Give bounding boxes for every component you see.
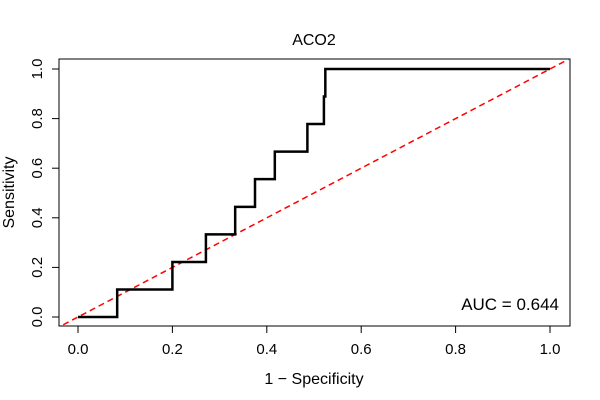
reference-diagonal-line: [59, 59, 570, 326]
y-tick-label: 0.4: [29, 207, 46, 228]
y-tick-label: 0.8: [29, 108, 46, 129]
x-tick-label: 0.6: [351, 341, 372, 358]
x-axis-label: 1 − Specificity: [264, 371, 363, 388]
auc-annotation: AUC = 0.644: [461, 295, 559, 314]
x-tick-label: 1.0: [540, 341, 561, 358]
x-axis: 0.0 0.2 0.4 0.6 0.8 1.0: [68, 325, 561, 358]
y-tick-label: 0.6: [29, 158, 46, 179]
chart-title: ACO2: [292, 32, 336, 49]
x-tick-label: 0.0: [68, 341, 89, 358]
x-tick-label: 0.4: [256, 341, 277, 358]
plot-area: [59, 59, 570, 326]
y-tick-label: 0.0: [29, 307, 46, 328]
y-tick-label: 0.2: [29, 257, 46, 278]
roc-curve-line: [78, 67, 550, 319]
y-tick-label: 1.0: [29, 59, 46, 80]
x-tick-label: 0.8: [445, 341, 466, 358]
x-tick-label: 0.2: [162, 341, 183, 358]
y-axis-label: Sensitivity: [1, 156, 18, 228]
y-axis: 0.0 0.2 0.4 0.6 0.8 1.0: [29, 59, 60, 328]
